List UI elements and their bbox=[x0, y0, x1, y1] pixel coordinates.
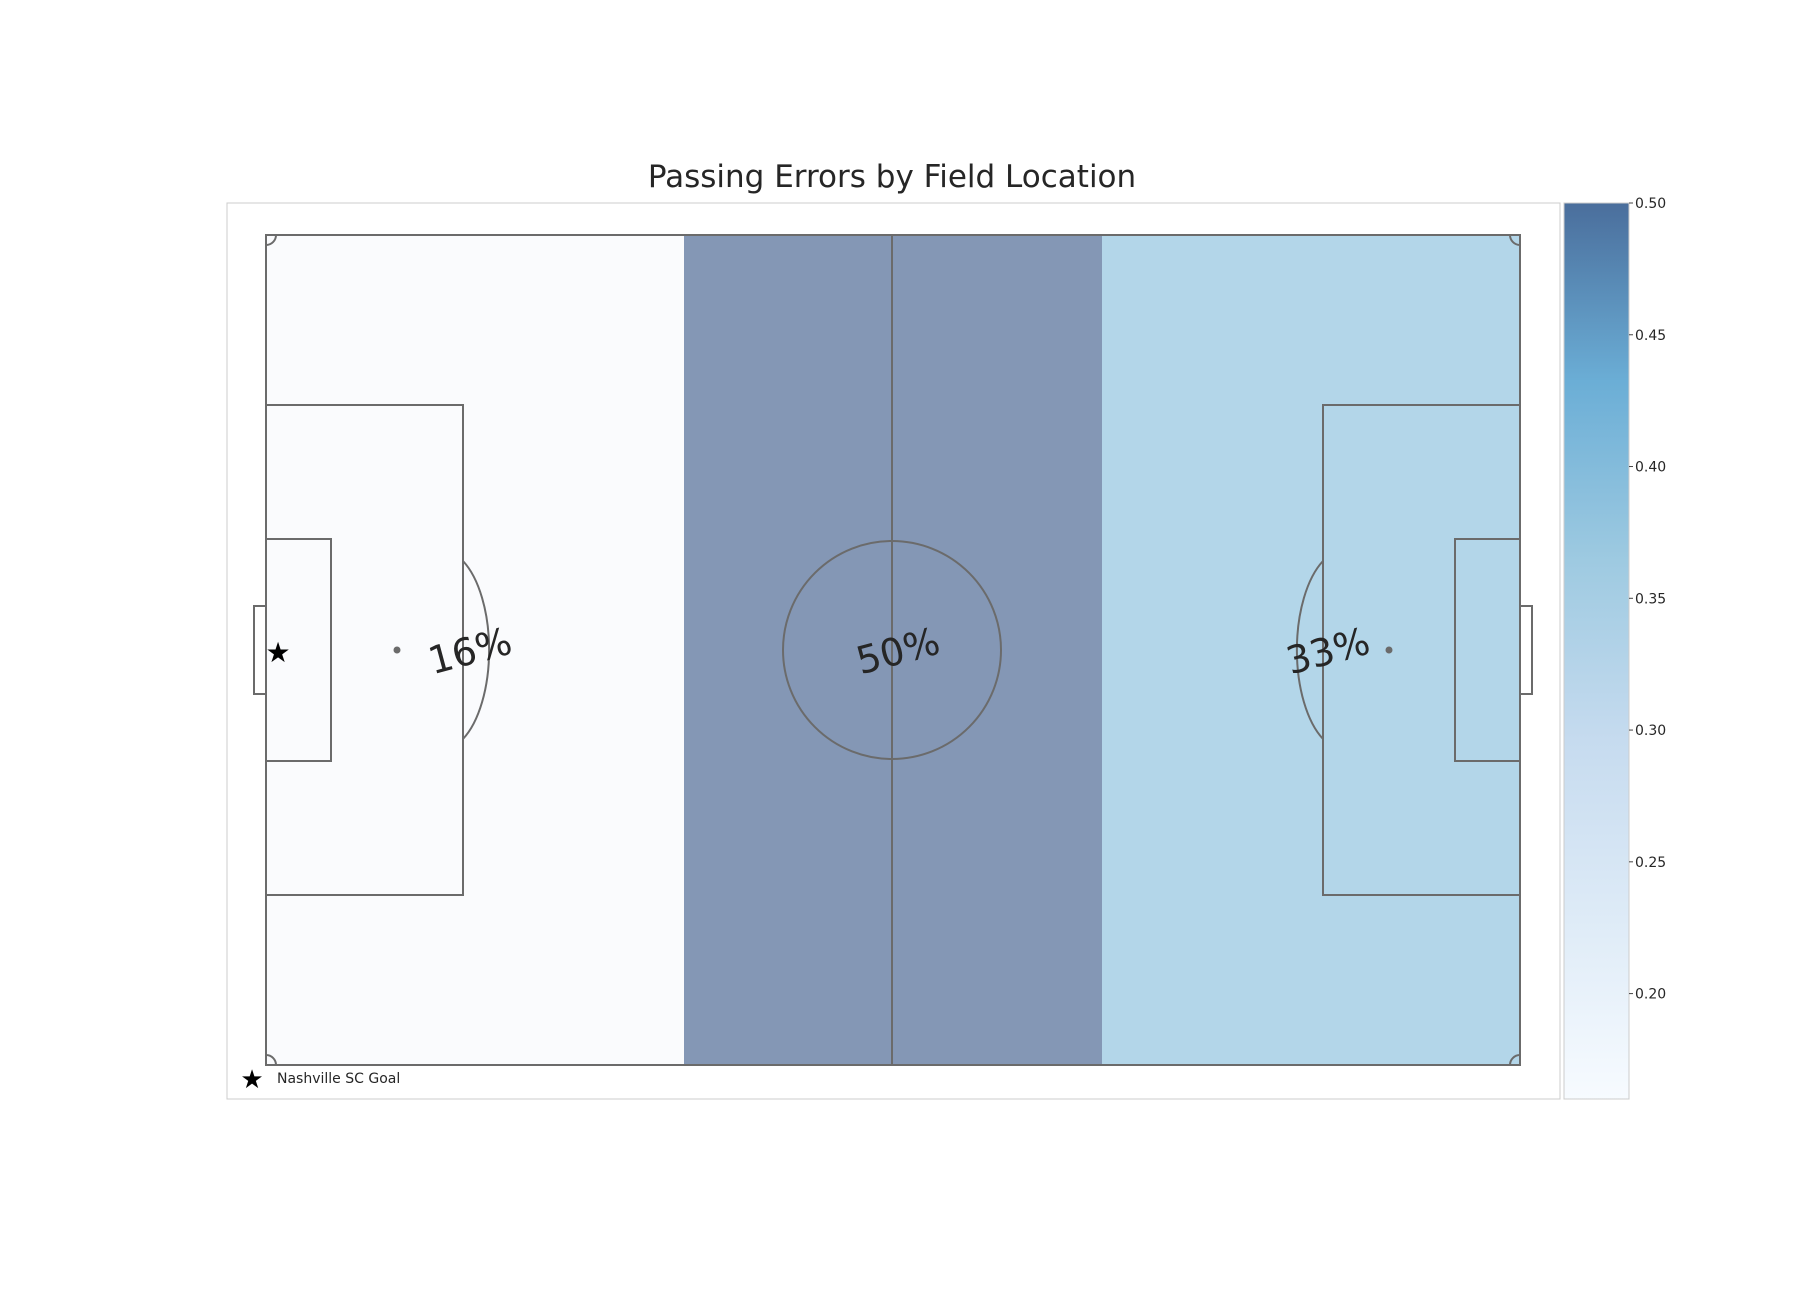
legend-star-icon: ★ bbox=[240, 1065, 263, 1095]
colorbar-tick-label: 0.25 bbox=[1635, 855, 1666, 871]
heatmap-zone-1 bbox=[266, 235, 684, 1065]
colorbar-tick-label: 0.45 bbox=[1635, 328, 1666, 344]
colorbar bbox=[1563, 202, 1630, 1100]
corner-arc-top-left bbox=[265, 234, 277, 246]
colorbar-tick-label: 0.40 bbox=[1635, 460, 1666, 476]
left-penalty-spot bbox=[393, 646, 401, 654]
corner-arc-bottom-right bbox=[1509, 1054, 1521, 1066]
chart-title: Passing Errors by Field Location bbox=[648, 159, 1136, 195]
nashville-goal-star-icon: ★ bbox=[265, 636, 290, 669]
left-penalty-arc bbox=[462, 560, 491, 740]
colorbar-tick-label: 0.30 bbox=[1635, 723, 1666, 739]
heatmap-zone-3 bbox=[1102, 235, 1520, 1065]
legend-label: Nashville SC Goal bbox=[277, 1071, 400, 1087]
colorbar-tick-label: 0.20 bbox=[1635, 987, 1666, 1003]
left-goal bbox=[253, 605, 267, 695]
pitch-markings bbox=[253, 234, 1533, 1066]
heatmap-zones bbox=[266, 235, 1520, 1065]
corner-arc-bottom-left bbox=[265, 1054, 277, 1066]
right-goal bbox=[1519, 605, 1533, 695]
right-penalty-arc bbox=[1295, 560, 1324, 740]
right-penalty-spot bbox=[1385, 646, 1393, 654]
colorbar-ticks: 0.20 0.25 0.30 0.35 0.40 0.45 0.50 bbox=[1629, 196, 1666, 1003]
colorbar-tick-label: 0.35 bbox=[1635, 591, 1666, 607]
corner-arc-top-right bbox=[1509, 234, 1521, 246]
center-circle bbox=[782, 540, 1002, 760]
colorbar-tick-label: 0.50 bbox=[1635, 196, 1666, 212]
